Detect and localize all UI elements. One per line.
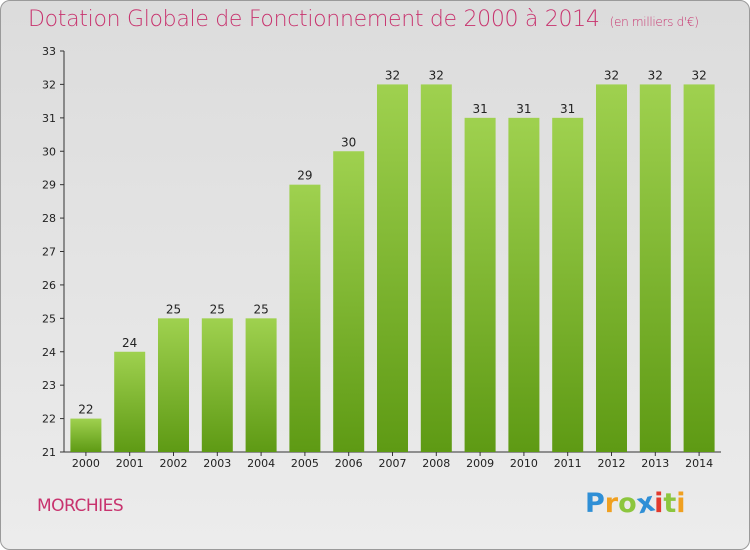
- y-tick-label: 26: [42, 279, 56, 292]
- logo-letter: P: [585, 488, 605, 519]
- data-label-2007: 32: [385, 68, 400, 82]
- x-tick-label: 2012: [598, 457, 626, 470]
- data-label-2001: 24: [122, 336, 137, 350]
- bar-2003: [201, 318, 233, 452]
- logo-letter: i: [654, 488, 664, 519]
- x-tick-label: 2005: [291, 457, 319, 470]
- data-label-2011: 31: [560, 102, 575, 116]
- x-tick-label: 2007: [379, 457, 407, 470]
- data-label-2008: 32: [429, 68, 444, 82]
- y-tick-label: 31: [42, 112, 56, 125]
- logo-letter: t: [663, 488, 677, 519]
- x-tick-label: 2014: [685, 457, 713, 470]
- y-tick-label: 25: [42, 312, 56, 325]
- y-tick-label: 33: [42, 45, 56, 58]
- data-label-2009: 31: [472, 102, 487, 116]
- x-tick-label: 2000: [72, 457, 100, 470]
- data-label-2004: 25: [253, 302, 268, 316]
- y-tick-label: 24: [42, 346, 56, 359]
- bar-2002: [158, 318, 189, 452]
- y-tick-label: 30: [42, 145, 56, 158]
- y-tick-label: 29: [42, 179, 56, 192]
- bar-2005: [289, 184, 321, 452]
- data-label-2013: 32: [648, 68, 663, 82]
- y-tick-label: 27: [42, 246, 56, 259]
- logo-letter: i: [676, 488, 686, 519]
- bar-2014: [683, 84, 715, 453]
- data-label-2000: 22: [78, 403, 93, 417]
- bar-2012: [596, 84, 627, 453]
- y-tick-label: 28: [42, 212, 56, 225]
- bar-2008: [420, 84, 452, 453]
- x-tick-label: 2004: [247, 457, 275, 470]
- proxiti-logo[interactable]: Proxiti: [585, 487, 686, 521]
- place-name: MORCHIES: [37, 496, 124, 516]
- bar-2006: [333, 151, 365, 452]
- x-tick-label: 2011: [554, 457, 582, 470]
- data-label-2012: 32: [604, 68, 619, 82]
- chart-title-text: Dotation Globale de Fonctionnement de 20…: [28, 7, 600, 32]
- logo-letter: o: [618, 488, 637, 519]
- bar-2013: [639, 84, 671, 453]
- data-label-2010: 31: [516, 102, 531, 116]
- bar-2007: [377, 84, 408, 453]
- x-tick-label: 2010: [510, 457, 538, 470]
- y-tick-label: 22: [42, 413, 56, 426]
- x-tick-label: 2006: [335, 457, 363, 470]
- bar-2000: [70, 418, 102, 452]
- bar-2001: [114, 351, 146, 452]
- bar-2004: [245, 318, 277, 452]
- logo-letter: r: [604, 488, 619, 519]
- data-label-2014: 32: [691, 68, 706, 82]
- chart-title: Dotation Globale de Fonctionnement de 20…: [28, 7, 699, 32]
- y-tick-label: 32: [42, 78, 56, 91]
- x-tick-label: 2002: [160, 457, 188, 470]
- x-tick-label: 2013: [641, 457, 669, 470]
- bar-2011: [552, 117, 584, 452]
- data-label-2005: 29: [297, 169, 312, 183]
- data-label-2003: 25: [210, 302, 225, 316]
- y-tick-label: 21: [42, 446, 56, 459]
- bar-2009: [464, 117, 496, 452]
- data-label-2002: 25: [166, 302, 181, 316]
- chart-subtitle: (en milliers d'€): [609, 15, 699, 29]
- x-tick-label: 2001: [116, 457, 144, 470]
- x-tick-label: 2003: [203, 457, 231, 470]
- x-tick-label: 2008: [422, 457, 450, 470]
- x-tick-label: 2009: [466, 457, 494, 470]
- y-tick-label: 23: [42, 379, 56, 392]
- data-label-2006: 30: [341, 135, 356, 149]
- bar-2010: [508, 117, 540, 452]
